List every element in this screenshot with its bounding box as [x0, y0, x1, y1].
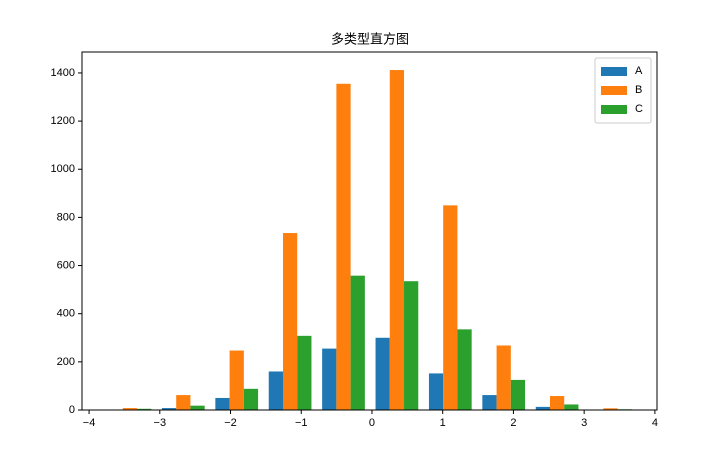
bar — [322, 348, 337, 410]
bar — [482, 395, 497, 410]
bar — [535, 406, 550, 410]
y-tick-label: 200 — [57, 356, 75, 368]
x-tick-label: 3 — [581, 417, 587, 429]
bar — [350, 275, 365, 410]
y-tick-label: 1400 — [51, 67, 75, 79]
y-tick-label: 600 — [57, 259, 75, 271]
legend-label: C — [635, 103, 643, 115]
x-tick-label: 1 — [440, 417, 446, 429]
legend-label: A — [635, 65, 643, 77]
bar — [428, 373, 444, 410]
bar — [336, 83, 351, 410]
y-tick-label: 400 — [57, 308, 75, 320]
chart-title: 多类型直方图 — [331, 31, 409, 46]
bar — [215, 397, 230, 410]
x-tick-label: 2 — [510, 417, 516, 429]
y-tick-label: 800 — [57, 211, 75, 223]
x-tick-label: 4 — [652, 417, 658, 429]
bar — [443, 205, 458, 410]
y-tick-label: 1200 — [51, 115, 75, 127]
bar — [161, 408, 177, 410]
bar — [389, 70, 405, 410]
bar — [404, 281, 419, 410]
x-tick-label: 0 — [369, 417, 375, 429]
bar — [229, 350, 244, 410]
y-tick-label: 1000 — [51, 163, 75, 175]
bar — [243, 388, 259, 410]
bar — [564, 404, 579, 410]
bar — [122, 408, 138, 410]
bar — [510, 379, 526, 410]
bar — [282, 233, 298, 410]
y-tick-label: 0 — [69, 404, 75, 416]
bar — [457, 329, 472, 410]
bar — [375, 337, 390, 410]
legend-label: B — [635, 84, 642, 96]
bar — [496, 345, 511, 410]
bar — [297, 335, 312, 410]
bar — [176, 395, 191, 410]
x-tick-label: −1 — [295, 417, 308, 429]
x-tick-label: −3 — [154, 417, 167, 429]
bar — [190, 405, 205, 410]
x-tick-label: −4 — [83, 417, 96, 429]
bar — [137, 408, 152, 410]
legend-swatch — [601, 86, 627, 95]
axes-frame — [81, 51, 658, 411]
bar — [268, 371, 283, 410]
legend-swatch — [601, 105, 627, 114]
bar — [549, 396, 565, 410]
legend-swatch — [601, 67, 627, 76]
bar — [603, 408, 618, 410]
x-tick-label: −2 — [224, 417, 237, 429]
